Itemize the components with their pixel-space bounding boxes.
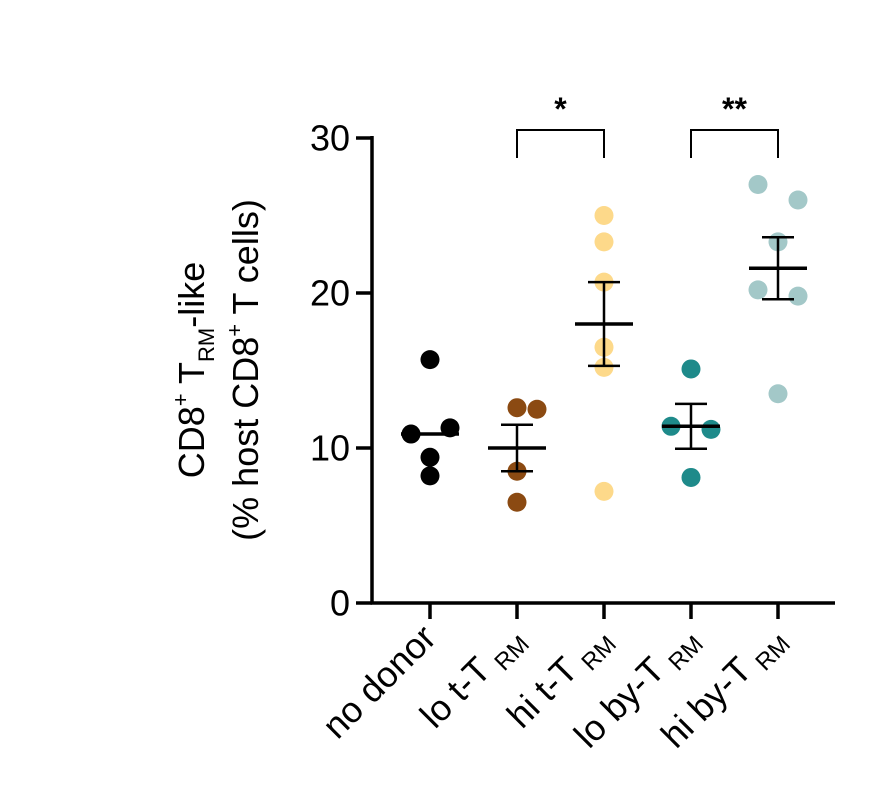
- y-axis-label-line1-part: T: [171, 362, 212, 393]
- y-tick-label: 10: [310, 428, 350, 469]
- y-axis-label-line2-part: +: [222, 324, 247, 337]
- data-point: [594, 481, 614, 501]
- data-point: [681, 359, 701, 379]
- y-axis-label-line2-part: (% host CD8: [225, 337, 266, 541]
- data-point: [788, 190, 808, 210]
- x-category-label-subscript: RM: [750, 631, 795, 676]
- y-axis-label-line1-part: CD8: [171, 406, 212, 478]
- mean-sem-bars: [401, 235, 807, 473]
- data-point: [748, 175, 768, 194]
- data-point: [788, 286, 808, 306]
- significance-brackets: * **: [516, 91, 779, 158]
- y-axis-label-line1-part: -like: [171, 262, 212, 328]
- significance-label: **: [722, 91, 747, 127]
- data-point: [527, 399, 547, 419]
- y-axis-label: CD8+ TRM-like(% host CD8+ T cells): [168, 199, 266, 541]
- data-point: [748, 280, 768, 300]
- data-point: [768, 384, 788, 404]
- data-point: [594, 206, 614, 225]
- x-category-label-text: hi by-T: [653, 649, 760, 756]
- significance-bracket: [690, 129, 779, 158]
- significance-bracket: [516, 129, 605, 158]
- data-point: [594, 232, 614, 252]
- y-tick-label: 20: [310, 273, 350, 314]
- x-category-label-text: no donor: [314, 617, 443, 746]
- y-axis-label-line2-part: T cells): [225, 199, 266, 324]
- x-category-label-subscript: RM: [489, 631, 534, 676]
- y-axis-label-line1-part: +: [168, 393, 193, 406]
- y-tick-label: 0: [330, 583, 350, 624]
- data-point: [420, 350, 440, 370]
- y-axis-label-line1-part: RM: [194, 328, 219, 362]
- data-point: [507, 492, 527, 512]
- x-category-label: hi by-TRM: [653, 617, 796, 760]
- x-category-label-subscript: RM: [576, 631, 621, 676]
- significance-label: *: [554, 91, 567, 127]
- x-category-label: no donor: [314, 617, 443, 746]
- data-point: [507, 398, 527, 418]
- data-point: [420, 447, 440, 467]
- x-category-label-subscript: RM: [663, 631, 708, 676]
- y-axis-label-line2: (% host CD8+ T cells): [222, 199, 266, 541]
- data-point: [594, 357, 614, 377]
- data-point: [681, 467, 701, 487]
- data-point: [420, 466, 440, 486]
- x-category-label-text: lo by-T: [566, 649, 673, 756]
- y-ticks: 0 10 20 30: [310, 118, 780, 624]
- y-axis-label-line1: CD8+ TRM-like: [168, 262, 219, 478]
- y-tick-label: 30: [310, 118, 350, 159]
- data-point: [701, 419, 721, 439]
